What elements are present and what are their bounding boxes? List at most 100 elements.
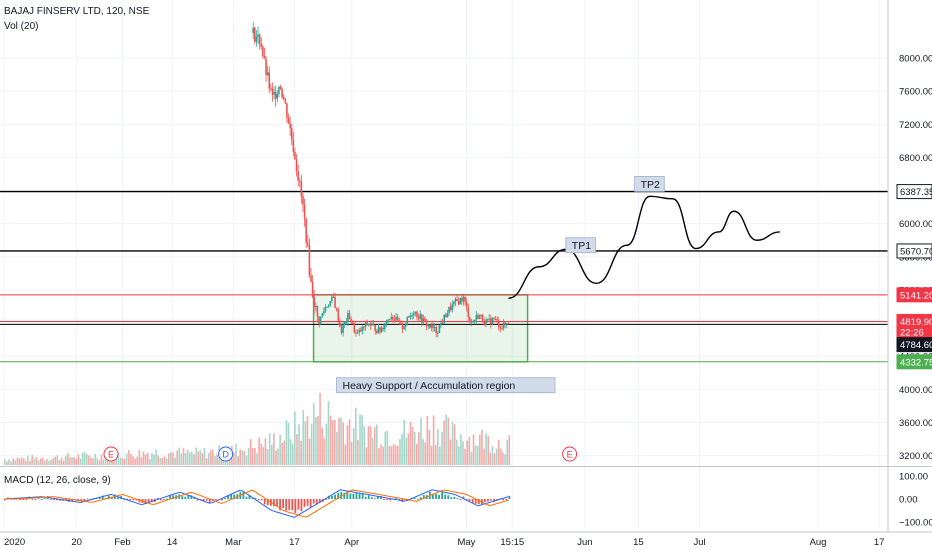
price-tag-6[interactable]: 4332.75	[896, 354, 932, 370]
price-tag-5[interactable]: 4784.60	[896, 337, 932, 353]
volume-bar	[504, 454, 506, 465]
candle-body	[465, 301, 468, 308]
candle-body	[408, 316, 410, 318]
price-tick-label: 4000.00	[899, 385, 932, 396]
annotation-tp2[interactable]: TP2	[634, 176, 665, 192]
macd-histogram-bar	[471, 499, 474, 503]
price-tag-2[interactable]: 5141.20	[896, 287, 932, 303]
candle-body	[382, 327, 385, 330]
candle-body	[392, 317, 394, 320]
volume-bar	[407, 433, 410, 465]
macd-histogram-bar	[245, 496, 248, 499]
macd-histogram-bar	[370, 497, 373, 499]
macd-histogram-bar	[416, 498, 419, 500]
candle-body	[298, 180, 301, 182]
macd-legend[interactable]: MACD (12, 26, close, 9)	[4, 475, 111, 486]
macd-tick-label: 100.00	[899, 472, 928, 483]
volume-bar	[10, 461, 12, 465]
symbol-legend[interactable]: BAJAJ FINSERV LTD, 120, NSE	[4, 6, 150, 17]
macd-histogram-bar	[166, 498, 168, 500]
macd-histogram-bar	[282, 499, 285, 509]
macd-histogram-bar	[413, 497, 416, 499]
volume-bar	[193, 454, 195, 465]
candle-body	[380, 327, 383, 332]
macd-tick-label: 0.00	[899, 495, 918, 506]
annotation-support[interactable]: Heavy Support / Accumulation region	[336, 377, 556, 394]
volume-bar	[151, 453, 153, 465]
candle-body	[276, 94, 279, 99]
candle-body	[420, 314, 423, 323]
event-marker-d[interactable]: D	[218, 446, 234, 462]
candle-body	[286, 103, 288, 118]
price-tick-label: 6000.00	[899, 219, 932, 230]
candle-body	[326, 306, 328, 308]
price-tag-label: 5141.20	[900, 290, 932, 301]
volume-bar	[188, 452, 191, 465]
volume-bar	[373, 427, 376, 465]
volume-bar	[266, 449, 269, 465]
volume-bar	[81, 452, 84, 465]
macd-histogram-bar	[318, 499, 321, 503]
macd-line	[3, 489, 509, 518]
candle-body	[302, 196, 304, 205]
event-marker-e[interactable]: E	[103, 446, 119, 462]
macd-histogram-bar	[37, 498, 40, 500]
volume-bar	[136, 456, 139, 465]
volume-bar	[203, 447, 206, 465]
candle-body	[396, 316, 399, 321]
candle-body	[488, 318, 490, 320]
candle-body	[358, 329, 360, 333]
volume-bar	[352, 428, 355, 465]
volume-bar	[428, 429, 431, 465]
candle-body	[395, 316, 397, 321]
event-marker-e[interactable]: E	[562, 446, 578, 462]
volume-bar	[239, 449, 242, 465]
macd-histogram-bar	[480, 499, 483, 505]
volume-bar	[268, 433, 271, 465]
candle-body	[361, 326, 364, 332]
candle-body	[506, 323, 508, 325]
price-tag-1[interactable]: 5670.70	[896, 243, 932, 259]
macd-histogram-bar	[248, 495, 251, 499]
candle-body	[348, 313, 351, 320]
macd-histogram-bar	[150, 499, 153, 503]
macd-histogram-bar	[52, 499, 55, 501]
volume-bar	[201, 452, 204, 465]
annotation-tp1[interactable]: TP1	[565, 237, 596, 254]
price-tag-4[interactable]: 22:26	[896, 324, 932, 340]
candle-body	[337, 309, 340, 322]
volume-bar	[58, 460, 61, 465]
price-tag-0[interactable]: 6387.35	[896, 184, 932, 200]
volume-bar	[302, 410, 305, 465]
volume-bar	[432, 415, 435, 465]
macd-histogram-bar	[358, 493, 361, 499]
candle-body	[313, 296, 316, 307]
candle-body	[467, 307, 470, 318]
volume-bar	[167, 453, 170, 465]
price-tag-bg	[896, 184, 932, 200]
volume-bar	[264, 438, 267, 465]
price-tag-label: 22:26	[900, 328, 924, 339]
volume-legend[interactable]: Vol (20)	[4, 21, 39, 32]
macd-histogram-bar	[306, 499, 309, 506]
macd-histogram-bar	[288, 499, 291, 511]
macd-histogram-bar	[398, 499, 401, 501]
macd-histogram-bar	[438, 494, 440, 499]
candle-body	[462, 297, 465, 302]
candle-body	[350, 319, 352, 323]
macd-histogram-bar	[389, 499, 392, 501]
macd-histogram-bar	[465, 499, 468, 500]
volume-bar	[418, 431, 420, 465]
volume-bar	[376, 424, 378, 465]
macd-histogram-bar	[251, 498, 254, 500]
candle-body	[401, 322, 404, 329]
volume-bar	[16, 457, 19, 465]
candle-body	[445, 314, 447, 318]
candle-body	[347, 313, 349, 322]
time-tick-label: 15:15	[500, 537, 524, 548]
volume-bar	[489, 452, 492, 465]
macd-histogram-bar	[349, 493, 352, 499]
candle-body	[260, 43, 263, 47]
candle-body	[331, 296, 333, 302]
